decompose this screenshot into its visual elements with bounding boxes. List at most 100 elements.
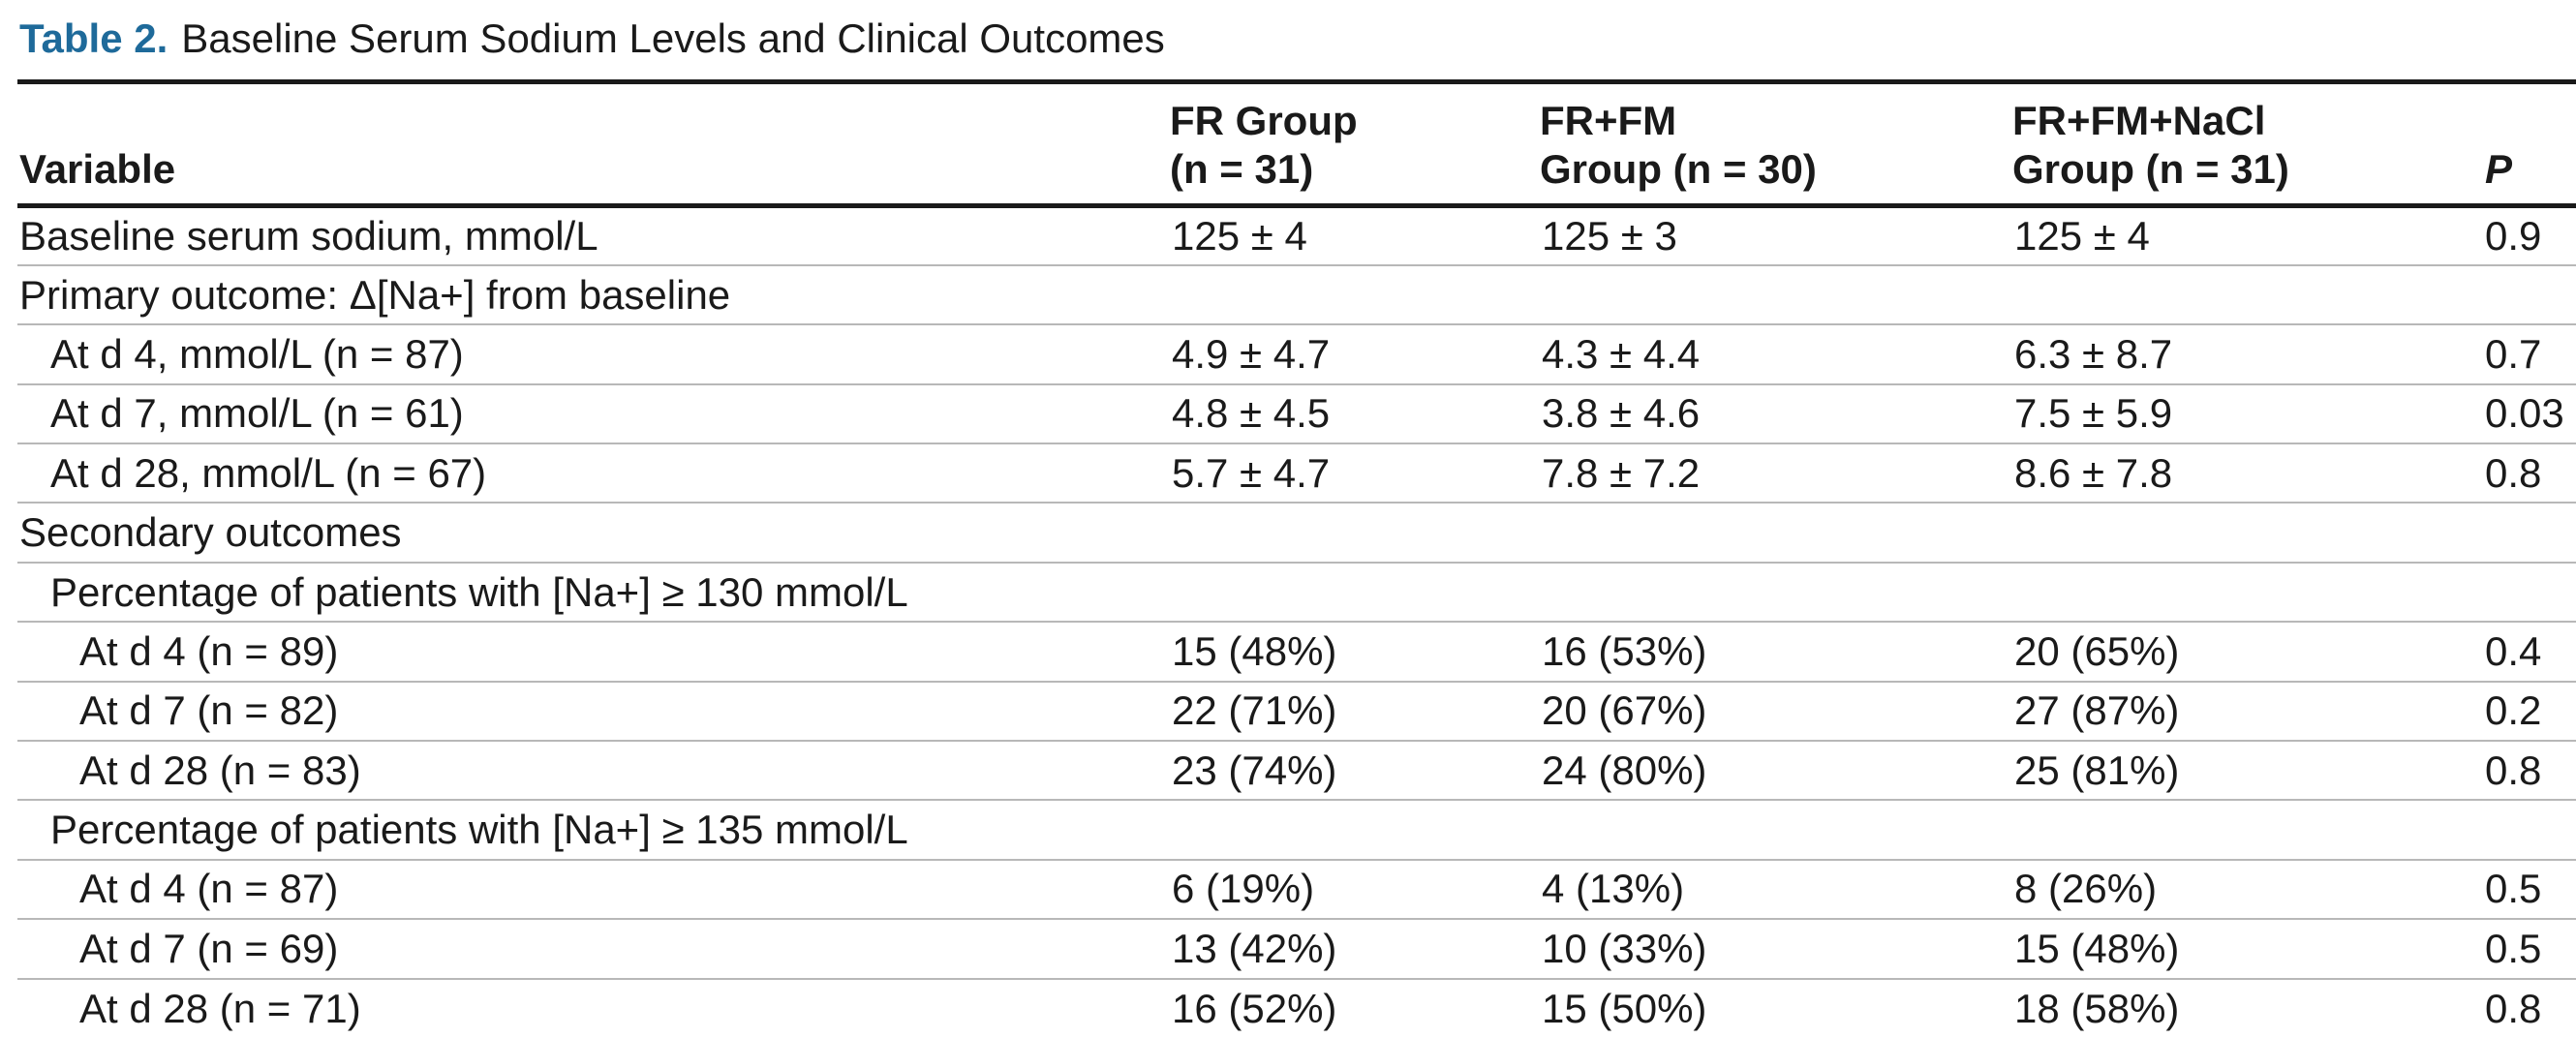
- cell-p-value: 0.8: [2485, 747, 2542, 793]
- cell-fr-fm-group: 3.8 ± 4.6: [1542, 390, 1701, 437]
- cell-fr-fm-nacl-group: 7.5 ± 5.9: [2014, 390, 2173, 437]
- cell-variable: At d 7 (n = 82): [79, 687, 339, 734]
- cell-fr-fm-nacl-group: 20 (65%): [2014, 627, 2180, 674]
- cell-fr-fm-group: 16 (53%): [1542, 627, 1707, 674]
- table-row: Secondary outcomes: [17, 503, 2576, 563]
- cell-fr-fm-nacl-group: 6.3 ± 8.7: [2014, 330, 2173, 377]
- cell-fr-fm-nacl-group: [2012, 503, 2481, 562]
- table-row: At d 7, mmol/L (n = 61) 4.8 ± 4.5 3.8 ± 4.…: [17, 384, 2576, 444]
- table-row: At d 28 (n = 83) 23 (74%) 24 (80%) 25 (81%)…: [17, 741, 2576, 801]
- cell-variable: At d 4 (n = 87): [79, 866, 339, 912]
- cell-variable: At d 7 (n = 69): [79, 925, 339, 971]
- cell-p-value: [2481, 563, 2576, 622]
- cell-fr-fm-nacl-group: 25 (81%): [2014, 747, 2180, 793]
- table-row: At d 28 (n = 71) 16 (52%) 15 (50%) 18 (58%)…: [17, 979, 2576, 1038]
- cell-fr-fm-group: 4.3 ± 4.4: [1542, 330, 1701, 377]
- cell-fr-group: [1170, 503, 1540, 562]
- cell-p-value: [2481, 503, 2576, 562]
- table-row: Percentage of patients with [Na+] ≥ 135 …: [17, 800, 2576, 860]
- cell-p-value: 0.03: [2485, 390, 2564, 437]
- table-row: At d 28, mmol/L (n = 67) 5.7 ± 4.7 7.8 ± 7…: [17, 443, 2576, 504]
- table-row: At d 7 (n = 69) 13 (42%) 10 (33%) 15 (48%) 0…: [17, 919, 2576, 979]
- cell-fr-fm-nacl-group: 8.6 ± 7.8: [2014, 449, 2173, 496]
- table-row: At d 7 (n = 82) 22 (71%) 20 (67%) 27 (87%) 0…: [17, 682, 2576, 742]
- column-header-fr-fm-group-line2: Group (n = 30): [1540, 146, 1817, 192]
- cell-p-value: 0.8: [2485, 985, 2542, 1031]
- column-header-variable: Variable: [17, 82, 1170, 206]
- header-row: Variable FR Group (n = 31) FR+FM Group (…: [17, 81, 2576, 206]
- cell-fr-fm-nacl-group: 18 (58%): [2014, 985, 2180, 1031]
- cell-fr-fm-group: 15 (50%): [1542, 985, 1707, 1031]
- table-caption: Table 2. Baseline Serum Sodium Levels and…: [19, 10, 1165, 68]
- cell-fr-fm-group: 4 (13%): [1542, 866, 1685, 912]
- column-header-fr-fm-group-line1: FR+FM: [1540, 98, 1677, 143]
- cell-fr-group: 125 ± 4: [1172, 212, 1307, 259]
- column-header-fr-group-line2: (n = 31): [1170, 146, 1314, 192]
- cell-fr-fm-group: 125 ± 3: [1542, 212, 1677, 259]
- cell-fr-fm-nacl-group: [2012, 800, 2481, 859]
- table-row: At d 4, mmol/L (n = 87) 4.9 ± 4.7 4.3 ± 4.…: [17, 324, 2576, 384]
- column-header-fr-fm-nacl-group-line1: FR+FM+NaCl: [2012, 98, 2266, 143]
- cell-variable: Primary outcome: Δ[Na+] from baseline: [19, 271, 731, 318]
- cell-p-value: 0.4: [2485, 627, 2542, 674]
- cell-fr-group: 16 (52%): [1172, 985, 1337, 1031]
- table-body: Baseline serum sodium, mmol/L 125 ± 4 125 …: [17, 206, 2576, 1038]
- column-header-fr-group: FR Group (n = 31): [1170, 82, 1540, 206]
- table-row: Primary outcome: Δ[Na+] from baseline: [17, 265, 2576, 325]
- table-caption-title: Baseline Serum Sodium Levels and Clinica…: [181, 15, 1165, 61]
- cell-fr-group: [1170, 563, 1540, 622]
- cell-variable: At d 7, mmol/L (n = 61): [50, 390, 464, 437]
- cell-variable: Percentage of patients with [Na+] ≥ 135 …: [50, 807, 908, 853]
- cell-p-value: 0.7: [2485, 330, 2542, 377]
- cell-fr-fm-group: 24 (80%): [1542, 747, 1707, 793]
- cell-fr-fm-nacl-group: 8 (26%): [2014, 866, 2158, 912]
- cell-fr-group: [1170, 800, 1540, 859]
- cell-variable: Secondary outcomes: [19, 509, 402, 556]
- column-header-variable-label: Variable: [19, 146, 176, 192]
- cell-fr-group: 13 (42%): [1172, 925, 1337, 971]
- column-header-p-value-label: P: [2485, 146, 2513, 192]
- outcomes-table: Variable FR Group (n = 31) FR+FM Group (…: [17, 79, 2576, 1038]
- column-header-fr-fm-group: FR+FM Group (n = 30): [1540, 82, 2012, 206]
- table-row: At d 4 (n = 89) 15 (48%) 16 (53%) 20 (65%) 0…: [17, 622, 2576, 682]
- cell-p-value: 0.2: [2485, 687, 2542, 734]
- cell-fr-group: 5.7 ± 4.7: [1172, 449, 1331, 496]
- cell-p-value: [2481, 800, 2576, 859]
- cell-fr-group: 22 (71%): [1172, 687, 1337, 734]
- cell-variable: At d 28 (n = 83): [79, 747, 361, 793]
- cell-fr-group: [1170, 265, 1540, 324]
- column-header-fr-fm-nacl-group-line2: Group (n = 31): [2012, 146, 2289, 192]
- cell-variable: At d 28, mmol/L (n = 67): [50, 449, 487, 496]
- cell-fr-fm-group: [1540, 503, 2012, 562]
- cell-fr-fm-group: [1540, 265, 2012, 324]
- cell-variable: Baseline serum sodium, mmol/L: [19, 212, 598, 259]
- cell-p-value: 0.5: [2485, 866, 2542, 912]
- cell-fr-fm-nacl-group: 15 (48%): [2014, 925, 2180, 971]
- cell-p-value: 0.8: [2485, 449, 2542, 496]
- cell-fr-fm-nacl-group: 125 ± 4: [2014, 212, 2150, 259]
- column-header-fr-fm-nacl-group: FR+FM+NaCl Group (n = 31): [2012, 82, 2481, 206]
- cell-fr-fm-group: [1540, 563, 2012, 622]
- cell-p-value: 0.9: [2485, 212, 2542, 259]
- cell-fr-fm-group: 10 (33%): [1542, 925, 1707, 971]
- cell-fr-group: 4.8 ± 4.5: [1172, 390, 1331, 437]
- cell-fr-fm-nacl-group: [2012, 563, 2481, 622]
- cell-variable: Percentage of patients with [Na+] ≥ 130 …: [50, 568, 908, 615]
- cell-fr-group: 23 (74%): [1172, 747, 1337, 793]
- cell-fr-fm-nacl-group: 27 (87%): [2014, 687, 2180, 734]
- cell-variable: At d 28 (n = 71): [79, 985, 361, 1031]
- table-row: Baseline serum sodium, mmol/L 125 ± 4 125 …: [17, 206, 2576, 265]
- cell-fr-fm-group: 20 (67%): [1542, 687, 1707, 734]
- table-header: Variable FR Group (n = 31) FR+FM Group (…: [17, 81, 2576, 206]
- cell-variable: At d 4 (n = 89): [79, 627, 339, 674]
- cell-p-value: [2481, 265, 2576, 324]
- cell-variable: At d 4, mmol/L (n = 87): [50, 330, 464, 377]
- cell-fr-fm-nacl-group: [2012, 265, 2481, 324]
- table-caption-label: Table 2.: [19, 15, 169, 61]
- table-row: At d 4 (n = 87) 6 (19%) 4 (13%) 8 (26%) 0.5: [17, 860, 2576, 920]
- cell-fr-group: 15 (48%): [1172, 627, 1337, 674]
- cell-fr-group: 6 (19%): [1172, 866, 1315, 912]
- column-header-p-value: P: [2481, 82, 2576, 206]
- cell-p-value: 0.5: [2485, 925, 2542, 971]
- cell-fr-fm-group: 7.8 ± 7.2: [1542, 449, 1701, 496]
